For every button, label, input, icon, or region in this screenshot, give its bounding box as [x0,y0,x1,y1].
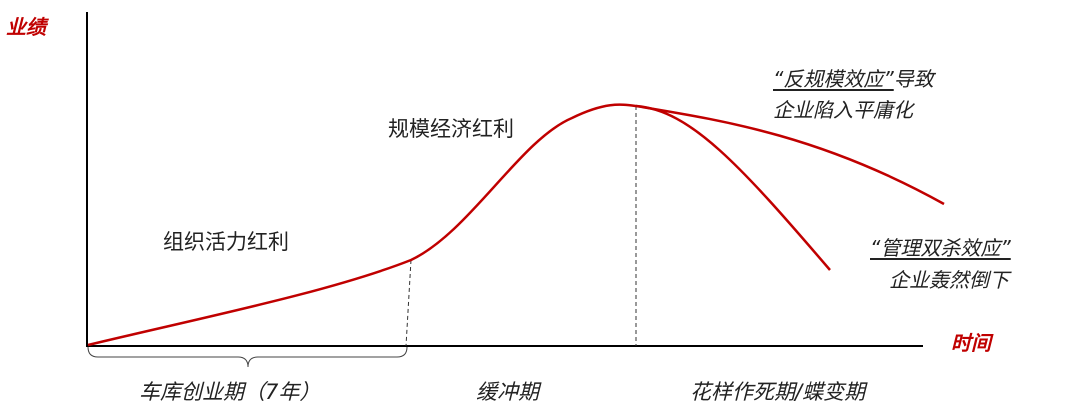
scale-bonus-label: 规模经济红利 [388,117,514,141]
collapse-branch-curve [635,104,831,271]
guide-line-end-of-garage-stage [405,259,412,347]
anti-scale-highlight: “反规模效应” [773,67,894,91]
mediocrity-branch-curve [635,104,945,206]
mgmt-double-kill-note-line2: 企业轰然倒下 [889,268,1009,292]
mgmt-double-kill-note-line1: “管理双杀效应” [870,238,1011,258]
anti-scale-note-line1: “反规模效应”导致 [773,69,934,89]
stage-brace [87,346,408,368]
x-axis-label: 时间 [951,331,991,355]
org-vitality-bonus-label: 组织活力红利 [163,230,289,254]
stage-label-buffer: 缓冲期 [476,380,539,404]
y-axis-label: 业绩 [6,15,46,39]
stage-label-garage: 车库创业期（7年） [139,380,321,404]
mgmt-double-kill-highlight: “管理双杀效应” [870,236,1011,260]
anti-scale-note-line2: 企业陷入平庸化 [773,98,913,122]
anti-scale-suffix: 导致 [893,67,934,91]
growth-curve [87,103,637,347]
stage-label-fancy-death: 花样作死期/蝶变期 [690,380,866,404]
